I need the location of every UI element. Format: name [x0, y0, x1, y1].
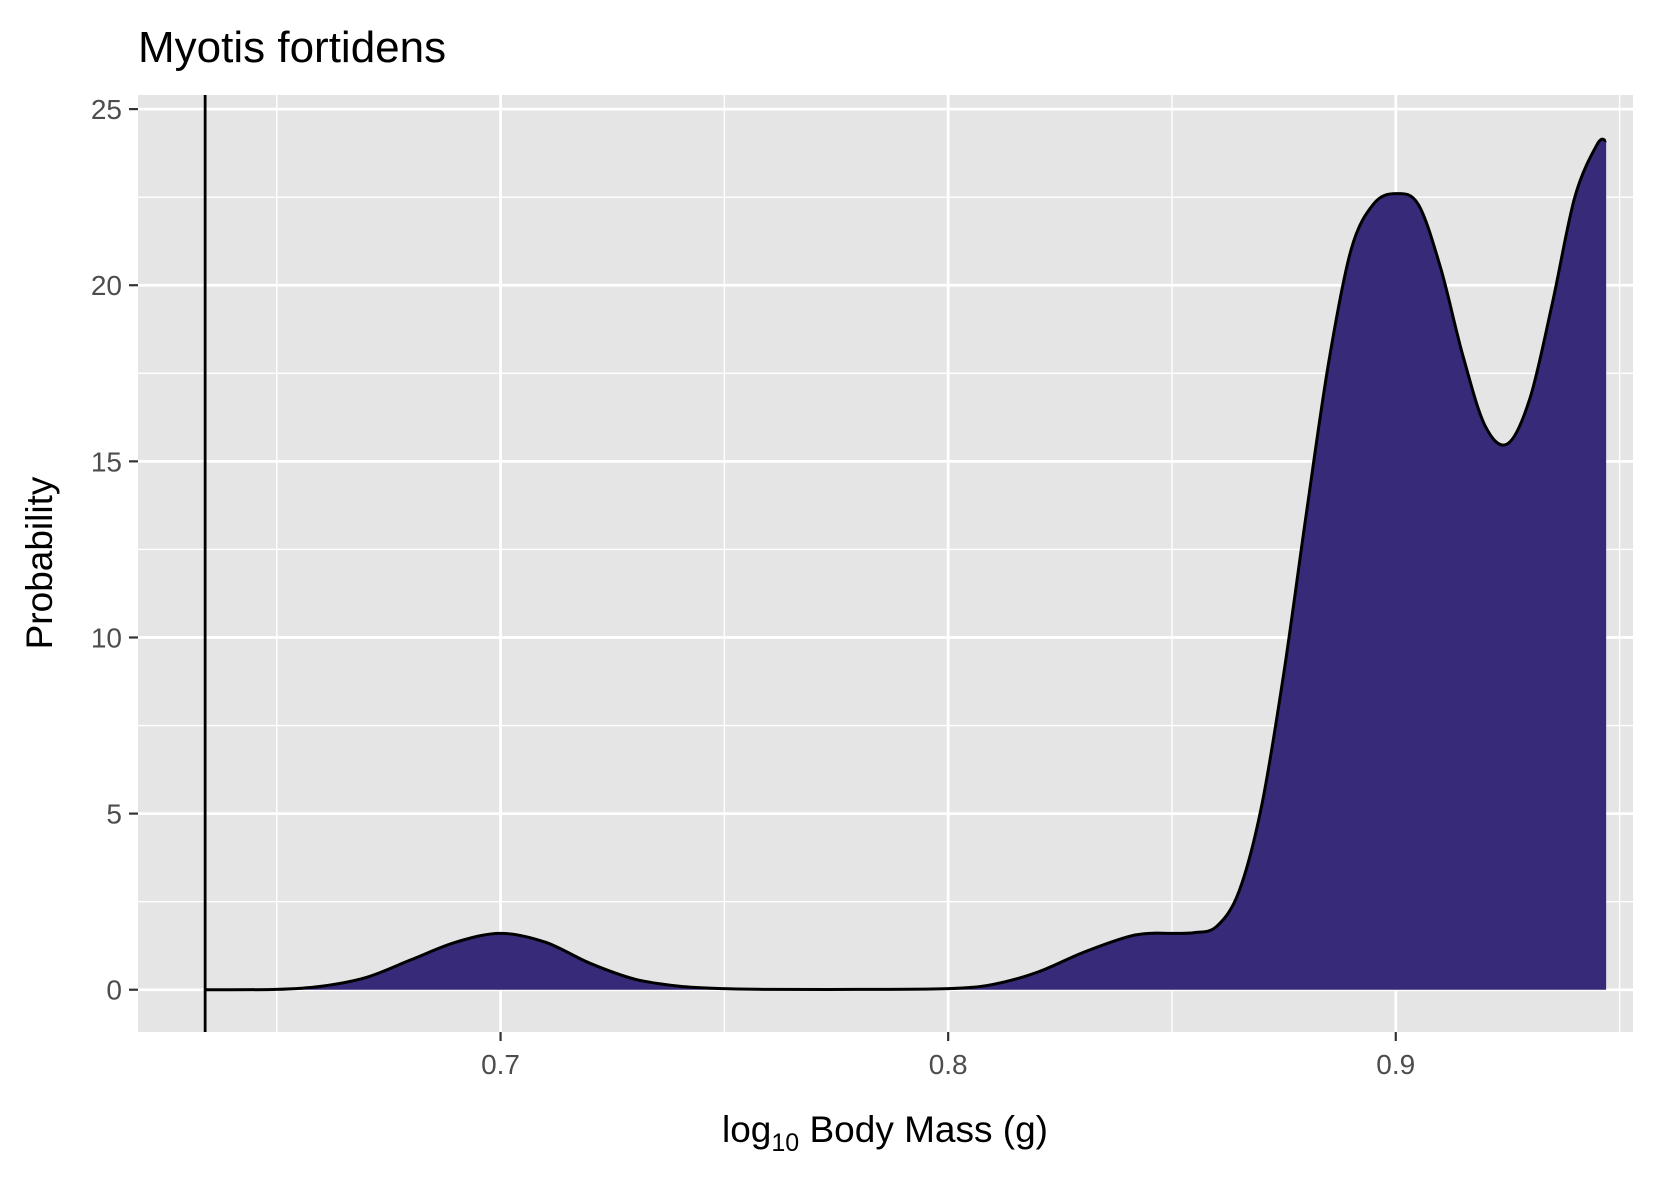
x-axis-title: log10 Body Mass (g)	[722, 1109, 1048, 1157]
x-axis-title-subscript: 10	[771, 1129, 799, 1157]
y-tick-label: 10	[91, 622, 122, 653]
y-tick-label: 0	[106, 975, 122, 1006]
y-tick-label: 20	[91, 270, 122, 301]
x-tick-label: 0.7	[481, 1049, 520, 1080]
x-axis-title-rest: Body Mass (g)	[799, 1109, 1048, 1150]
y-tick-label: 15	[91, 446, 122, 477]
x-tick-label: 0.8	[929, 1049, 968, 1080]
y-tick-label: 25	[91, 94, 122, 125]
density-area	[205, 139, 1607, 990]
y-axis: 0 5 10 15 20 25	[91, 94, 138, 1006]
major-gridlines	[138, 95, 1633, 1032]
x-axis-title-base: log	[722, 1109, 771, 1150]
chart-title: Myotis fortidens	[138, 23, 446, 72]
x-axis: 0.7 0.8 0.9	[481, 1032, 1415, 1080]
density-line	[205, 137, 1607, 992]
y-axis-title: Probability	[19, 476, 60, 649]
y-tick-label: 5	[106, 799, 122, 830]
x-tick-label: 0.9	[1376, 1049, 1415, 1080]
